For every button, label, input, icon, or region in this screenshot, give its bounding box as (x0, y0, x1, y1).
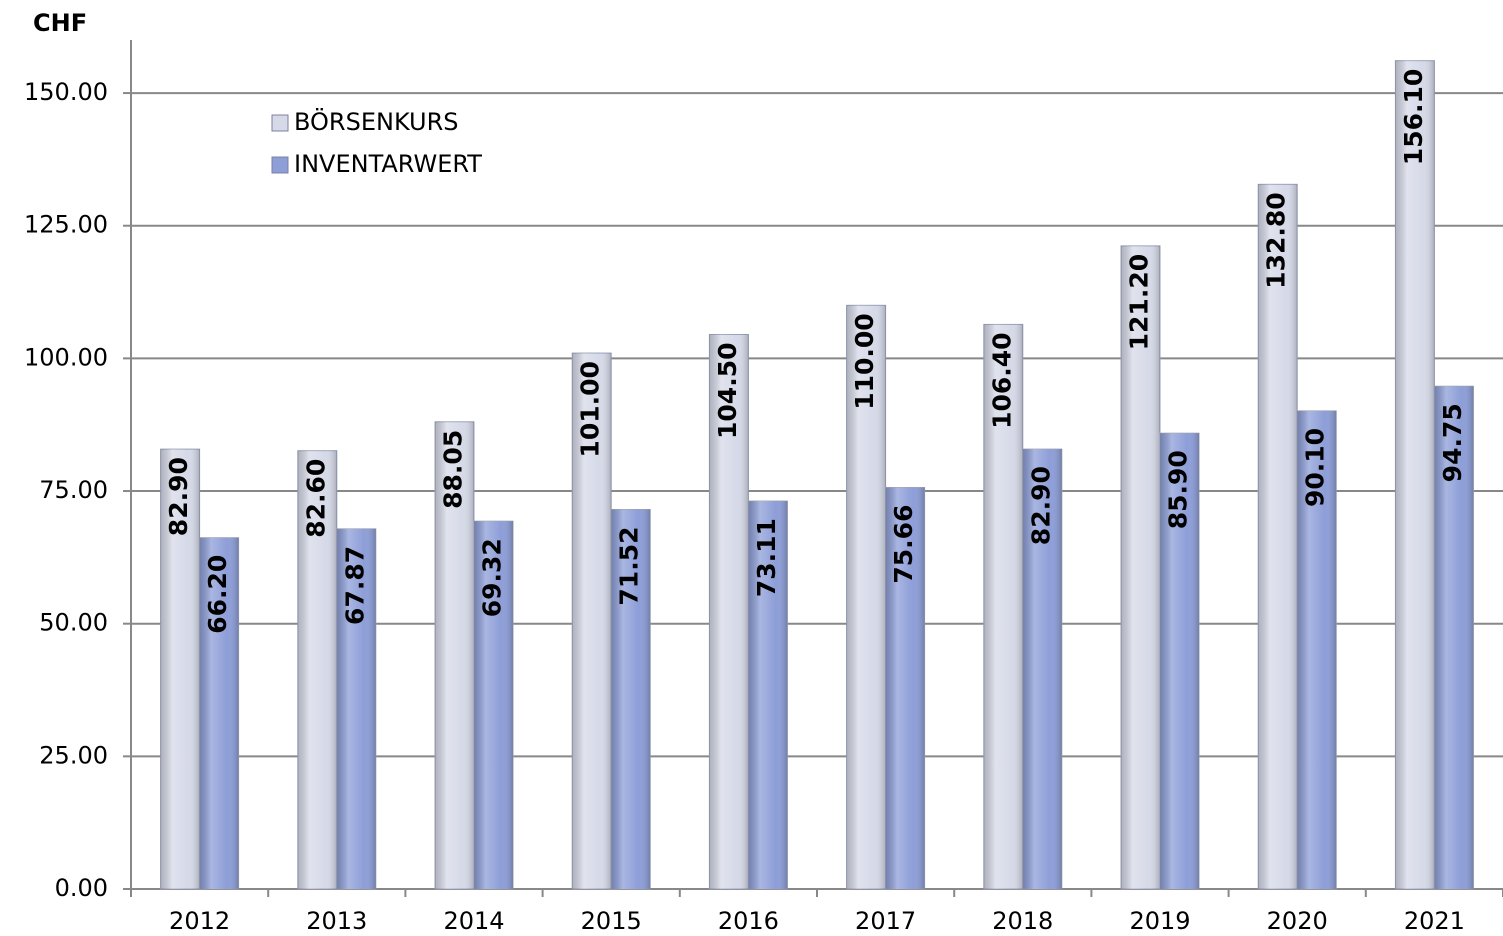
value-label: 85.90 (1164, 450, 1193, 529)
value-label: 73.11 (752, 518, 781, 597)
x-tick-label: 2018 (992, 907, 1053, 935)
bar-shade (297, 450, 337, 889)
x-tick-label: 2017 (855, 907, 916, 935)
bar-shade (983, 324, 1023, 889)
value-label: 101.00 (576, 361, 605, 457)
bar-shade (1258, 184, 1298, 889)
legend-swatch (271, 114, 289, 132)
value-label: 82.90 (164, 457, 193, 536)
bar-shade (435, 421, 474, 889)
bar-shade (1297, 410, 1337, 889)
value-label: 88.05 (439, 430, 468, 509)
y-tick-label: 50.00 (39, 609, 108, 637)
value-label: 121.20 (1125, 254, 1154, 350)
bar-shade (474, 521, 513, 889)
value-label: 67.87 (340, 546, 369, 625)
value-label: 104.50 (713, 342, 742, 438)
bar-shade (1121, 245, 1160, 889)
y-tick-label: 0.00 (55, 874, 108, 902)
value-label: 75.66 (889, 505, 918, 584)
value-label: 110.00 (850, 313, 879, 409)
y-tick-label: 125.00 (24, 211, 108, 239)
legend-swatch (271, 156, 289, 174)
bar-shade (336, 528, 376, 889)
x-tick-label: 2014 (443, 907, 504, 935)
x-tick-label: 2012 (169, 907, 230, 935)
value-label: 94.75 (1438, 403, 1467, 482)
bar-shade (1395, 60, 1435, 889)
bar-shade (846, 305, 886, 889)
bar-shade (1434, 386, 1474, 889)
value-label: 156.10 (1399, 69, 1428, 165)
bar-shade (160, 449, 200, 889)
value-label: 66.20 (203, 555, 232, 634)
x-tick-label: 2019 (1129, 907, 1190, 935)
y-tick-label: 25.00 (39, 741, 108, 769)
x-tick-label: 2013 (306, 907, 367, 935)
x-tick-label: 2020 (1267, 907, 1328, 935)
x-tick-label: 2015 (581, 907, 642, 935)
legend-label: BÖRSENKURS (294, 107, 459, 136)
value-label: 69.32 (478, 538, 507, 617)
legend-label: INVENTARWERT (294, 150, 482, 178)
bar-shade (572, 353, 612, 890)
x-tick-label: 2016 (718, 907, 779, 935)
bar-shade (885, 487, 925, 889)
bar-shade (1160, 433, 1199, 889)
bar-shade (611, 509, 651, 889)
value-label: 106.40 (987, 332, 1016, 428)
y-unit-label: CHF (33, 9, 87, 37)
bar-shade (1022, 449, 1062, 889)
bar-shade (199, 537, 239, 889)
value-label: 90.10 (1301, 428, 1330, 507)
value-label: 82.90 (1026, 466, 1055, 545)
value-label: 132.80 (1262, 192, 1291, 288)
y-tick-label: 100.00 (24, 343, 108, 371)
y-tick-label: 150.00 (24, 78, 108, 106)
x-tick-label: 2021 (1404, 907, 1465, 935)
value-label: 82.60 (301, 459, 330, 538)
y-tick-label: 75.00 (39, 476, 108, 504)
bar-shade (748, 501, 788, 889)
value-label: 71.52 (615, 526, 644, 605)
bar-shade (709, 334, 749, 889)
